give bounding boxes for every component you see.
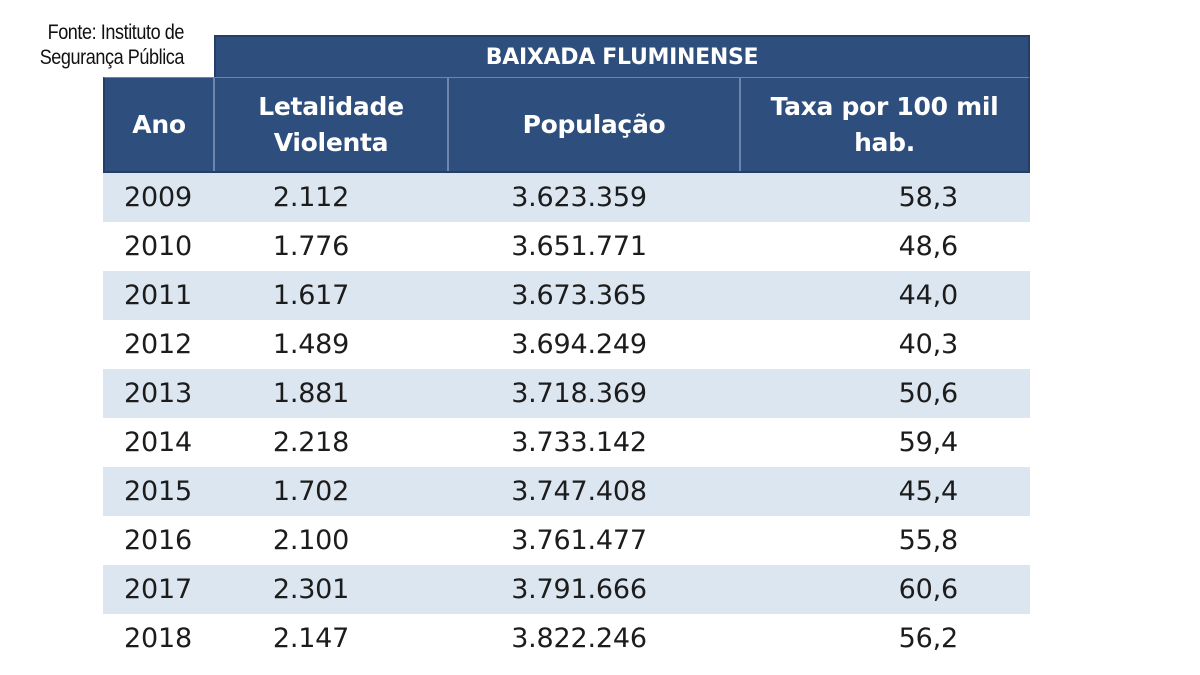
cell-taxa: 45,4 [898, 476, 959, 507]
cell-taxa: 55,8 [898, 525, 959, 556]
cell-ano: 2015 [124, 476, 192, 507]
cell-populacao: 3.791.666 [511, 574, 647, 605]
table-row: 2014 2.218 3.733.142 59,4 [103, 418, 1030, 467]
table-row: 2012 1.489 3.694.249 40,3 [103, 320, 1030, 369]
table-row: 2018 2.147 3.822.246 56,2 [103, 614, 1030, 663]
cell-letalidade: 2.112 [272, 182, 350, 213]
table-row: 2013 1.881 3.718.369 50,6 [103, 369, 1030, 418]
cell-ano: 2014 [124, 427, 192, 458]
column-header-populacao-label: População [522, 109, 666, 139]
column-header-ano: Ano [105, 78, 215, 171]
cell-taxa: 60,6 [898, 574, 959, 605]
column-header-taxa: Taxa por 100 mil hab. [741, 78, 1028, 171]
cell-populacao: 3.651.771 [511, 231, 647, 262]
table-body: 2009 2.112 3.623.359 58,3 2010 1.776 3.651.771… [103, 173, 1030, 663]
cell-taxa: 48,6 [898, 231, 959, 262]
table-row: 2009 2.112 3.623.359 58,3 [103, 173, 1030, 222]
cell-ano: 2016 [124, 525, 192, 556]
cell-populacao: 3.733.142 [511, 427, 647, 458]
source-line-1: Fonte: Instituto de [47, 21, 185, 44]
cell-taxa: 56,2 [898, 623, 959, 654]
column-header-letalidade-line-2: Violenta [273, 127, 389, 157]
table-row: 2016 2.100 3.761.477 55,8 [103, 516, 1030, 565]
cell-letalidade: 2.100 [272, 525, 350, 556]
column-header-letalidade: Letalidade Violenta [215, 78, 449, 171]
cell-letalidade: 1.776 [272, 231, 350, 262]
table-row: 2015 1.702 3.747.408 45,4 [103, 467, 1030, 516]
cell-ano: 2012 [124, 329, 192, 360]
cell-letalidade: 2.218 [272, 427, 350, 458]
column-header-taxa-line-1: Taxa por 100 mil [770, 91, 999, 121]
column-header-letalidade-line-1: Letalidade [258, 91, 404, 121]
cell-populacao: 3.623.359 [511, 182, 647, 213]
cell-ano: 2013 [124, 378, 192, 409]
data-table: BAIXADA FLUMINENSE Ano Letalidade Violen… [103, 35, 1030, 663]
cell-letalidade: 2.301 [272, 574, 350, 605]
cell-letalidade: 1.489 [272, 329, 350, 360]
cell-taxa: 40,3 [898, 329, 959, 360]
cell-letalidade: 2.147 [272, 623, 350, 654]
table-group-header: BAIXADA FLUMINENSE [214, 35, 1030, 77]
table-row: 2011 1.617 3.673.365 44,0 [103, 271, 1030, 320]
cell-populacao: 3.822.246 [511, 623, 647, 654]
cell-populacao: 3.694.249 [511, 329, 647, 360]
cell-letalidade: 1.881 [272, 378, 350, 409]
cell-populacao: 3.673.365 [511, 280, 647, 311]
source-note: Fonte: Instituto de Segurança Pública [29, 20, 185, 70]
cell-taxa: 59,4 [898, 427, 959, 458]
cell-letalidade: 1.617 [272, 280, 350, 311]
cell-ano: 2010 [124, 231, 192, 262]
cell-ano: 2017 [124, 574, 192, 605]
cell-populacao: 3.761.477 [511, 525, 647, 556]
column-header-populacao: População [449, 78, 741, 171]
table-row: 2010 1.776 3.651.771 48,6 [103, 222, 1030, 271]
cell-populacao: 3.747.408 [511, 476, 647, 507]
table-row: 2017 2.301 3.791.666 60,6 [103, 565, 1030, 614]
cell-taxa: 50,6 [898, 378, 959, 409]
table-header-row: Ano Letalidade Violenta População Taxa p… [103, 77, 1030, 173]
column-header-ano-label: Ano [132, 109, 186, 139]
cell-ano: 2009 [124, 182, 192, 213]
column-header-taxa-line-2: hab. [854, 127, 915, 157]
cell-ano: 2011 [124, 280, 192, 311]
cell-letalidade: 1.702 [272, 476, 350, 507]
cell-ano: 2018 [124, 623, 192, 654]
cell-taxa: 44,0 [898, 280, 959, 311]
source-line-2: Segurança Pública [39, 46, 185, 69]
cell-taxa: 58,3 [898, 182, 959, 213]
cell-populacao: 3.718.369 [511, 378, 647, 409]
